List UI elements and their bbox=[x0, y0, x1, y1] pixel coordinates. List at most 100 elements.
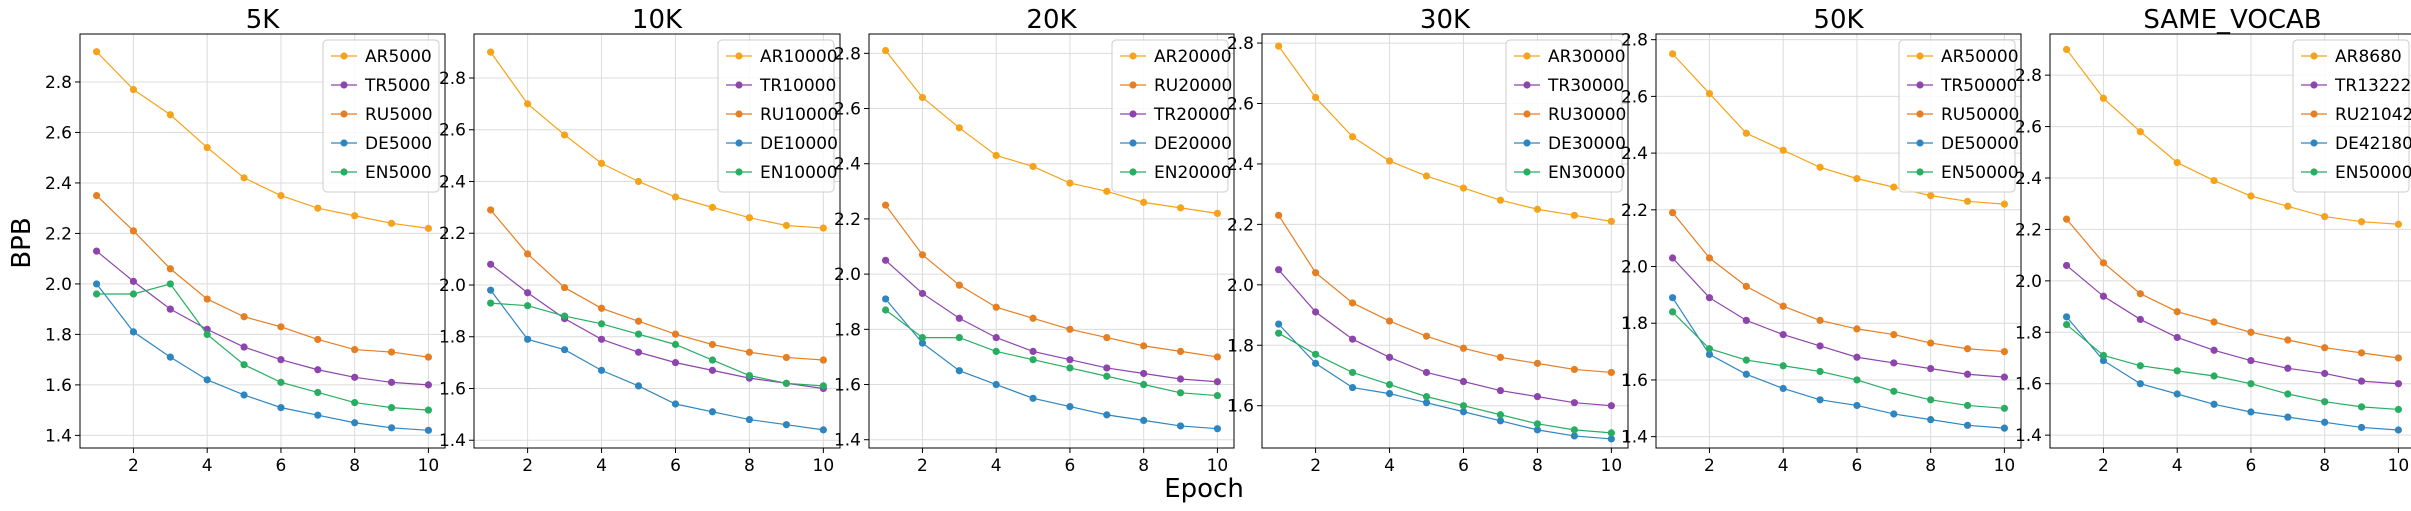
data-point bbox=[708, 356, 717, 364]
data-point bbox=[1275, 266, 1283, 274]
data-point bbox=[1312, 308, 1320, 316]
panel-1: 2 4 6 8 10 1.4 1.6 1.8 2.0 2.2 2.4 2.6 2.8 5K AR5000 TR… bbox=[45, 5, 446, 476]
data-point bbox=[634, 382, 643, 390]
series-line bbox=[885, 309, 1218, 397]
legend: AR10000 TR10000 RU10000 DE10000 EN10000 bbox=[717, 39, 838, 193]
data-point bbox=[745, 415, 754, 424]
y-tick-label: 1.6 bbox=[45, 376, 72, 396]
panel-title: 5K bbox=[246, 5, 281, 35]
series-TR13222 bbox=[2062, 261, 2403, 388]
data-point bbox=[129, 277, 138, 285]
data-point bbox=[1742, 370, 1750, 378]
series-line bbox=[1278, 269, 1612, 407]
series-line bbox=[490, 51, 824, 229]
series-line bbox=[490, 209, 824, 361]
data-point bbox=[1570, 426, 1578, 434]
y-tick-label: 2.2 bbox=[45, 224, 72, 244]
y-tick-label: 2.4 bbox=[439, 172, 466, 192]
data-point bbox=[1176, 375, 1185, 383]
x-tick-label: 10 bbox=[1207, 456, 1229, 476]
data-point bbox=[1705, 350, 1714, 359]
legend-label: AR10000 bbox=[760, 47, 838, 67]
y-tick-label: 2.0 bbox=[45, 275, 72, 295]
series-EN50000 bbox=[1668, 308, 2009, 412]
data-point bbox=[2357, 403, 2366, 411]
legend-swatch-marker bbox=[2310, 52, 2318, 60]
data-point bbox=[487, 48, 495, 56]
data-point bbox=[708, 366, 717, 374]
data-point bbox=[524, 289, 532, 297]
data-point bbox=[560, 131, 569, 139]
data-point bbox=[1570, 211, 1578, 219]
data-point bbox=[992, 303, 1000, 311]
data-point bbox=[1066, 364, 1074, 372]
data-point bbox=[1213, 391, 1222, 400]
legend-label: TR10000 bbox=[759, 76, 836, 96]
legend-swatch-marker bbox=[2310, 168, 2318, 176]
series-DE30000 bbox=[1275, 320, 1615, 443]
data-point bbox=[1176, 204, 1185, 212]
data-point bbox=[314, 204, 322, 212]
legend-swatch-marker bbox=[735, 110, 743, 118]
legend-label: EN50000 bbox=[1941, 163, 2019, 183]
data-point bbox=[2321, 398, 2329, 406]
series-line bbox=[96, 195, 429, 358]
data-point bbox=[2284, 336, 2292, 344]
data-point bbox=[1348, 299, 1357, 307]
x-tick-label: 4 bbox=[202, 456, 213, 476]
data-point bbox=[1066, 325, 1074, 333]
data-point bbox=[166, 305, 174, 313]
data-point bbox=[2247, 356, 2255, 365]
data-point bbox=[166, 265, 174, 273]
y-tick-label: 1.4 bbox=[2015, 426, 2042, 446]
data-point bbox=[1779, 302, 1787, 310]
data-point bbox=[2173, 158, 2181, 167]
y-tick-label: 1.8 bbox=[45, 325, 72, 345]
data-point bbox=[166, 280, 174, 288]
data-point bbox=[918, 289, 927, 298]
data-point bbox=[424, 353, 433, 361]
data-point bbox=[782, 353, 790, 362]
legend-label: TR30000 bbox=[1547, 76, 1624, 96]
series-line bbox=[1672, 297, 2005, 429]
legend-swatch-marker bbox=[1916, 81, 1924, 89]
legend-label: DE50000 bbox=[1941, 134, 2019, 154]
y-tick-label: 2.2 bbox=[2015, 220, 2042, 240]
data-point bbox=[671, 193, 680, 201]
series-TR50000 bbox=[1668, 254, 2009, 381]
legend-label: RU10000 bbox=[760, 105, 838, 125]
legend-swatch-marker bbox=[1129, 168, 1137, 176]
data-point bbox=[2210, 372, 2218, 380]
data-point bbox=[1890, 359, 1898, 367]
data-point bbox=[1312, 350, 1320, 358]
data-point bbox=[1779, 330, 1787, 339]
legend-swatch-marker bbox=[340, 139, 348, 147]
data-point bbox=[1422, 393, 1431, 401]
data-point bbox=[1103, 187, 1111, 195]
series-TR30000 bbox=[1275, 266, 1615, 410]
legend-label: AR50000 bbox=[1941, 47, 2019, 67]
data-point bbox=[2210, 176, 2218, 185]
series-line bbox=[1672, 257, 2005, 378]
data-point bbox=[708, 408, 717, 416]
x-tick-label: 8 bbox=[1138, 456, 1149, 476]
data-point bbox=[955, 281, 963, 289]
data-point bbox=[1927, 339, 1935, 347]
axes-frame bbox=[1655, 33, 2022, 449]
series-AR5000 bbox=[92, 48, 433, 232]
data-point bbox=[524, 100, 532, 108]
data-point bbox=[351, 419, 359, 427]
data-point bbox=[634, 330, 643, 338]
data-point bbox=[1496, 411, 1505, 419]
data-point bbox=[1668, 50, 1677, 58]
y-tick-label: 1.4 bbox=[834, 431, 861, 451]
data-point bbox=[1890, 387, 1898, 395]
data-point bbox=[2321, 418, 2329, 426]
series-line bbox=[885, 204, 1218, 358]
data-point bbox=[1140, 416, 1148, 424]
data-point bbox=[1176, 347, 1185, 355]
data-point bbox=[1570, 399, 1578, 407]
data-point bbox=[1668, 254, 1677, 262]
data-point bbox=[92, 48, 101, 56]
x-tick-label: 10 bbox=[2388, 456, 2410, 476]
